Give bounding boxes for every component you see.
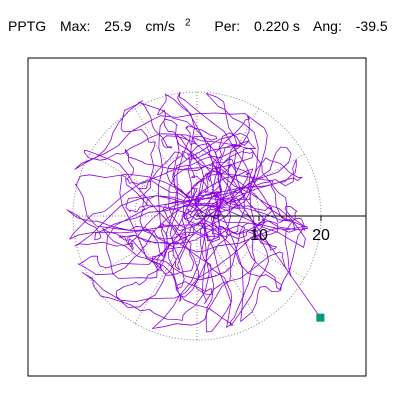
radial-tick-label-20: 20 (312, 227, 330, 244)
max-value: 25.9 cm/s 2 (104, 17, 200, 34)
plot-frame (27, 57, 367, 377)
per-value: 0.220 s (253, 17, 300, 34)
trajectory-path (66, 91, 321, 333)
channel-label: PPTG (8, 17, 47, 34)
trajectory (66, 91, 325, 333)
radial-tick-label-10: 10 (250, 227, 268, 244)
chart-header: PPTG Max: 25.9 cm/s 2 Per: 0.220 s Ang: -… (8, 14, 398, 35)
ang-label: Ang: (313, 17, 342, 34)
max-label: Max: (60, 17, 91, 34)
ang-value: -39.5 (355, 17, 388, 34)
endpoint-marker (316, 313, 325, 322)
per-label: Per: (214, 17, 241, 34)
radial-axis: 10 20 (197, 215, 366, 244)
max-number: 25.9 (104, 17, 132, 34)
max-unit: cm/s 2 (145, 17, 191, 34)
